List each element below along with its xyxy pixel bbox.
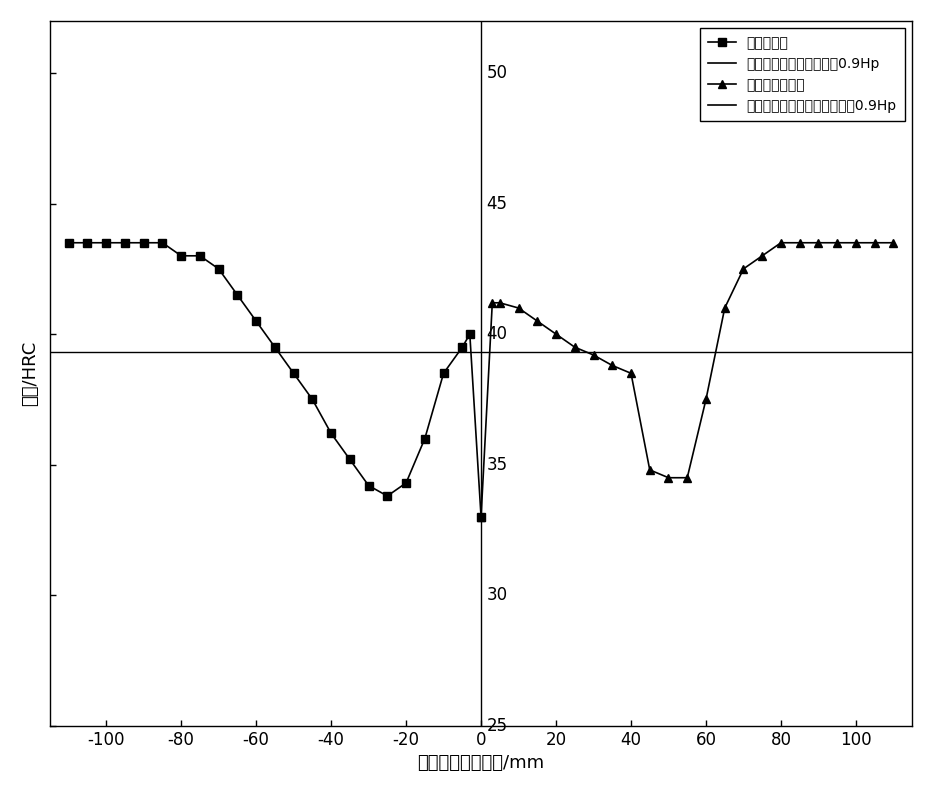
Text: 45: 45 xyxy=(487,194,508,213)
Text: 35: 35 xyxy=(487,456,508,473)
Text: 25: 25 xyxy=(487,717,508,735)
Text: 50: 50 xyxy=(487,64,508,82)
X-axis label: 与焊缝中心的距离/mm: 与焊缝中心的距离/mm xyxy=(417,754,545,772)
Text: 40: 40 xyxy=(487,325,508,343)
Y-axis label: 硬度/HRC: 硬度/HRC xyxy=(21,341,39,406)
Text: 30: 30 xyxy=(487,586,508,604)
Legend: 贝氏体钢轨, 贝氏体钢轨软化区测量线0.9Hp, 共析珠光体钢轨, 共析珠光体钢轨软化区测量线0.9Hp: 贝氏体钢轨, 贝氏体钢轨软化区测量线0.9Hp, 共析珠光体钢轨, 共析珠光体钢… xyxy=(700,28,905,121)
